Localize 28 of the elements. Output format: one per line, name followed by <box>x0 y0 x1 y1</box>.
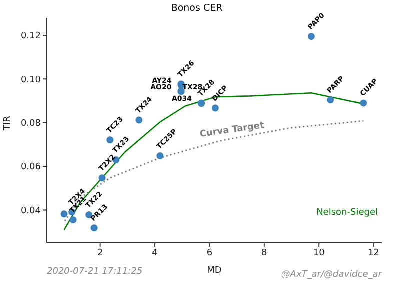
x-axis-title: MD <box>207 266 222 276</box>
point <box>156 152 164 160</box>
point <box>212 104 219 112</box>
chart-title: Bonos CER <box>171 3 223 14</box>
y-tick-label: 0.10 <box>20 75 42 86</box>
x-tick-label: 4 <box>152 248 158 258</box>
text: Nelson-Siegel <box>316 208 378 218</box>
point <box>60 210 68 218</box>
y-tick-label: 0.06 <box>20 162 42 173</box>
point <box>136 116 143 124</box>
text: 2020-07-21 17:11:25 <box>47 267 143 277</box>
text: Curva Target <box>199 120 266 140</box>
point <box>327 96 334 104</box>
point <box>90 224 98 232</box>
x-tick-label: 2 <box>97 248 104 258</box>
x-tick-label: 8 <box>262 248 268 258</box>
y-axis-title: TIR <box>3 116 14 132</box>
point <box>360 100 368 107</box>
x-tick-label: 6 <box>206 248 213 258</box>
point <box>98 174 106 182</box>
text: @AxT_ar/@davidce_ar <box>281 270 382 280</box>
y-tick-label: 0.04 <box>20 206 42 216</box>
point <box>70 216 77 224</box>
y-tick-label: 0.08 <box>20 119 42 130</box>
x-tick-label: 10 <box>313 248 326 258</box>
x-tick-label: 12 <box>368 248 380 258</box>
y-tick-label: 0.12 <box>20 32 41 42</box>
point <box>308 33 315 40</box>
